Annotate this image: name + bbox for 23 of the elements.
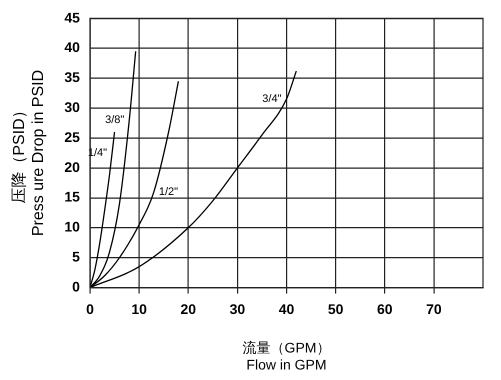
y-tick-label: 10 <box>64 218 80 235</box>
x-tick-label: 40 <box>278 300 294 317</box>
x-tick-label: 20 <box>180 300 196 317</box>
x-tick-label: 0 <box>86 300 94 317</box>
x-tick-label: 50 <box>328 300 344 317</box>
x-tick-label: 70 <box>426 300 442 317</box>
y-tick-label: 20 <box>64 158 80 175</box>
x-tick-label: 30 <box>230 300 246 317</box>
y-tick-label: 35 <box>64 69 80 86</box>
x-tick-label: 60 <box>376 300 393 317</box>
annotation: 1/2" <box>158 186 178 198</box>
y-tick-label: 40 <box>64 39 80 56</box>
y-tick-label: 15 <box>64 188 80 205</box>
y-tick-label: 0 <box>72 278 80 294</box>
y-axis-title: 压降（PSID） Press ure Drop in PSID <box>11 70 48 236</box>
annotation: 3/4" <box>262 93 282 106</box>
y-tick-label: 30 <box>64 98 80 115</box>
y-tick-label: 25 <box>64 128 80 145</box>
x-tick-label: 10 <box>131 300 148 317</box>
x-axis-title: 流量（GPM） Flow in GPM <box>242 340 330 372</box>
y-tick-label: 45 <box>64 9 80 26</box>
y-tick-label: 5 <box>72 248 80 265</box>
annotation: 3/8" <box>105 114 124 126</box>
